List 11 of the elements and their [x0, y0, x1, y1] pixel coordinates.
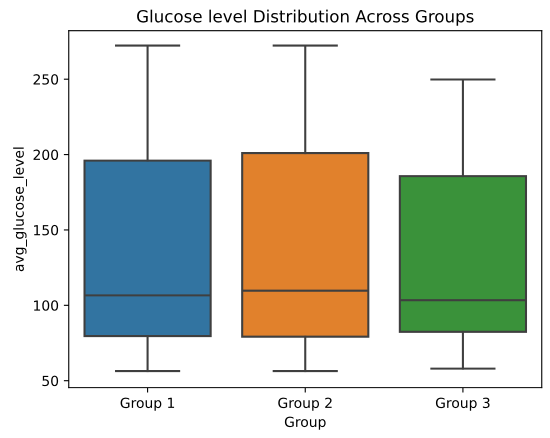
- y-axis-title: avg_glucose_level: [13, 148, 27, 272]
- chart-title: Glucose level Distribution Across Groups: [137, 10, 474, 26]
- y-tick-label: 100: [34, 300, 58, 311]
- y-tick-label: 150: [34, 224, 58, 236]
- x-tick-label: Group 1: [120, 398, 174, 411]
- y-tick-label: 250: [34, 74, 58, 85]
- y-tick-label: 50: [42, 376, 58, 386]
- y-tick-label: 200: [34, 150, 58, 160]
- x-tick-label: Group 3: [436, 398, 490, 411]
- x-tick-label: Group 2: [278, 398, 332, 411]
- x-axis-title: Group: [284, 416, 326, 430]
